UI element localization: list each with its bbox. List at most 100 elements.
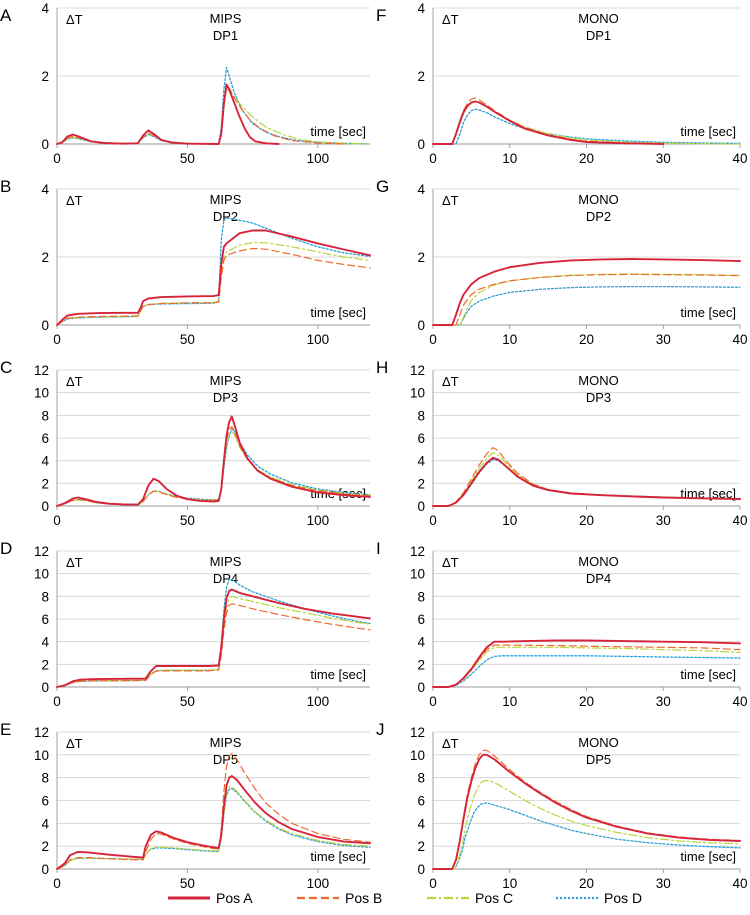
panel-letter: F	[376, 6, 386, 25]
x-tick-label: 30	[656, 332, 671, 347]
x-tick-label: 50	[180, 513, 195, 528]
x-tick-label: 100	[307, 876, 330, 891]
y-tick-label: 12	[410, 544, 425, 559]
chart-title: MIPS	[210, 373, 242, 388]
chart-subtitle: DP3	[213, 390, 238, 405]
series-line-pos-b	[56, 85, 345, 145]
y-axis-label: ΔT	[66, 374, 83, 389]
y-axis-label: ΔT	[442, 374, 459, 389]
x-axis-label: time [sec]	[310, 849, 366, 864]
x-axis-label: time [sec]	[680, 124, 736, 139]
series-line-pos-c	[432, 779, 741, 870]
x-axis-label: time [sec]	[680, 667, 736, 682]
chart-title: MIPS	[210, 11, 242, 26]
series-line-pos-d	[432, 108, 741, 145]
x-tick-label: 40	[732, 332, 747, 347]
series-line-pos-a	[432, 100, 665, 145]
panel-i: 0 2 4 6 8 10 12 0 10 20 30 40 I ΔT MONO DP4 time [sec]	[376, 539, 748, 709]
panel-letter: I	[376, 539, 381, 558]
chart-title: MONO	[578, 192, 618, 207]
x-tick-label: 40	[732, 876, 747, 891]
chart-subtitle: DP5	[213, 752, 238, 767]
y-tick-label: 6	[41, 431, 49, 446]
panel-b: 0 2 4 0 50 100 B ΔT MIPS DP2 time [sec]	[0, 177, 371, 347]
x-tick-label: 0	[53, 876, 61, 891]
x-tick-label: 30	[656, 151, 671, 166]
y-tick-label: 2	[417, 250, 425, 265]
y-tick-label: 4	[417, 454, 425, 469]
x-tick-label: 20	[579, 876, 594, 891]
chart-subtitle: DP4	[586, 571, 611, 586]
y-tick-label: 12	[34, 544, 49, 559]
y-axis-label: ΔT	[66, 555, 83, 570]
series-line-pos-d	[432, 285, 741, 326]
x-tick-label: 10	[502, 694, 517, 709]
chart-title: MONO	[578, 735, 618, 750]
y-tick-label: 8	[417, 771, 425, 786]
y-tick-label: 2	[417, 69, 425, 84]
chart-subtitle: DP1	[213, 28, 238, 43]
y-tick-label: 0	[41, 680, 49, 695]
y-tick-label: 8	[417, 589, 425, 604]
y-tick-label: 2	[417, 657, 425, 672]
series-line-pos-a	[432, 639, 741, 688]
y-tick-label: 12	[34, 363, 49, 378]
y-axis-label: ΔT	[442, 193, 459, 208]
x-tick-label: 10	[502, 332, 517, 347]
y-tick-label: 0	[417, 680, 425, 695]
y-tick-label: 2	[41, 657, 49, 672]
chart-title: MONO	[578, 11, 618, 26]
y-tick-label: 4	[41, 635, 49, 650]
series-line-pos-b	[56, 603, 371, 688]
x-tick-label: 40	[732, 151, 747, 166]
chart-subtitle: DP1	[586, 28, 611, 43]
chart-title: MONO	[578, 373, 618, 388]
y-axis-label: ΔT	[66, 193, 83, 208]
series-line-pos-a	[56, 415, 371, 507]
chart-title: MIPS	[210, 192, 242, 207]
series-line-pos-b	[56, 753, 371, 870]
x-tick-label: 0	[429, 513, 437, 528]
y-axis-label: ΔT	[66, 736, 83, 751]
legend-label: Pos C	[475, 890, 513, 906]
x-tick-label: 100	[307, 332, 330, 347]
series-line-pos-b	[56, 247, 371, 326]
x-tick-label: 10	[502, 513, 517, 528]
panel-letter: D	[0, 539, 12, 558]
y-tick-label: 0	[41, 318, 49, 333]
x-tick-label: 20	[579, 694, 594, 709]
chart-title: MONO	[578, 554, 618, 569]
x-tick-label: 30	[656, 694, 671, 709]
y-tick-label: 8	[41, 589, 49, 604]
y-tick-label: 4	[417, 1, 425, 16]
x-axis-label: time [sec]	[680, 849, 736, 864]
y-tick-label: 6	[41, 612, 49, 627]
series-line-pos-a	[432, 258, 741, 326]
series-line-pos-a	[56, 229, 371, 326]
y-tick-label: 0	[41, 137, 49, 152]
y-tick-label: 0	[417, 137, 425, 152]
panel-letter: J	[376, 720, 385, 739]
y-tick-label: 2	[41, 839, 49, 854]
y-tick-label: 4	[41, 182, 49, 197]
x-tick-label: 50	[180, 332, 195, 347]
x-tick-label: 0	[429, 876, 437, 891]
panel-letter: A	[0, 6, 12, 25]
x-tick-label: 10	[502, 151, 517, 166]
x-axis-label: time [sec]	[310, 124, 366, 139]
y-tick-label: 0	[417, 318, 425, 333]
x-tick-label: 0	[429, 694, 437, 709]
x-tick-label: 100	[307, 151, 330, 166]
panel-letter: E	[0, 720, 11, 739]
y-tick-label: 0	[41, 862, 49, 877]
x-tick-label: 0	[53, 332, 61, 347]
x-tick-label: 20	[579, 513, 594, 528]
chart-title: MIPS	[210, 735, 242, 750]
y-axis-label: ΔT	[442, 12, 459, 27]
y-tick-label: 4	[417, 635, 425, 650]
y-tick-label: 12	[410, 725, 425, 740]
